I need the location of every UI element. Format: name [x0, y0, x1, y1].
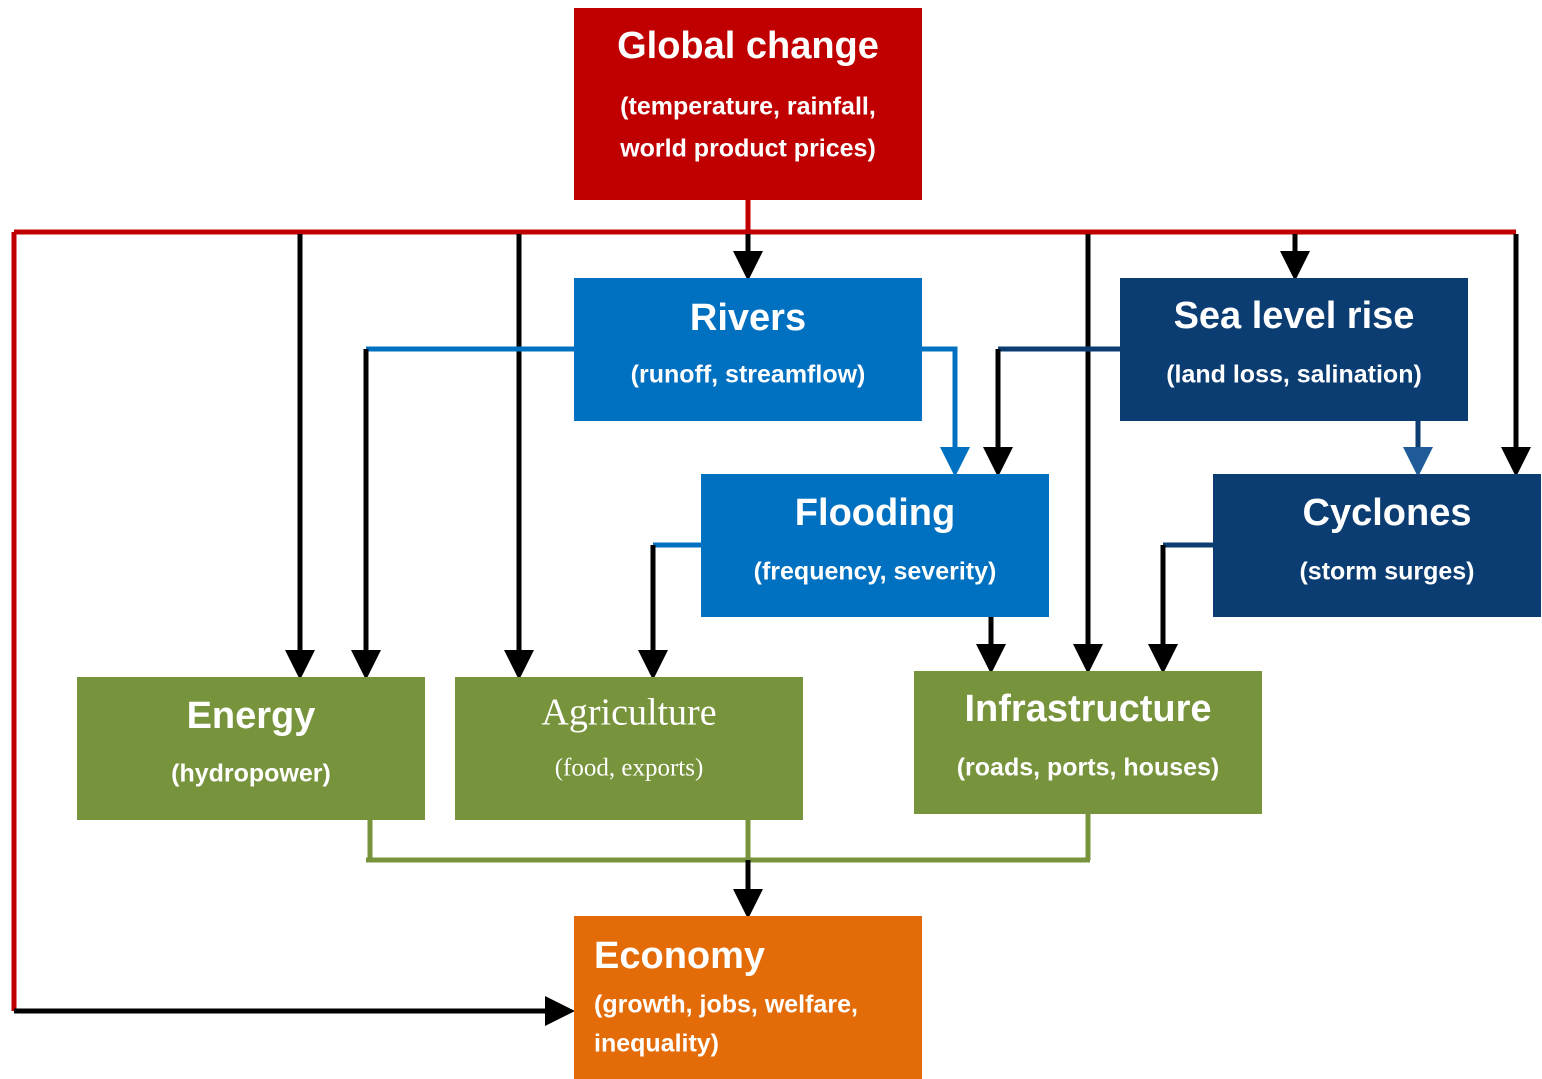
- node-title: Agriculture: [541, 692, 716, 734]
- connectors: [11, 200, 1531, 1026]
- node-title: Flooding: [795, 492, 955, 534]
- node-box: [574, 8, 922, 200]
- node-box: [701, 474, 1049, 617]
- node-title: Global change: [617, 25, 879, 67]
- node-subtitle: (food, exports): [555, 755, 704, 782]
- node-subtitle: (runoff, streamflow): [631, 361, 866, 389]
- node-box: [574, 916, 922, 1079]
- node-title: Energy: [187, 695, 316, 737]
- node-subtitle: (storm surges): [1299, 558, 1474, 586]
- node-subtitle: (roads, ports, houses): [957, 754, 1220, 782]
- node-subtitle: inequality): [594, 1030, 719, 1058]
- connector: [366, 814, 1091, 863]
- node-subtitle: (growth, jobs, welfare,: [594, 991, 858, 1019]
- node-box: [914, 671, 1262, 814]
- node-title: Infrastructure: [964, 688, 1211, 730]
- node-title: Cyclones: [1303, 492, 1472, 534]
- connector: [11, 200, 1516, 1011]
- node-box: [574, 278, 922, 421]
- node-title: Economy: [594, 935, 765, 977]
- node-box: [77, 677, 425, 820]
- node-box: [1213, 474, 1541, 617]
- node-subtitle: world product prices): [619, 135, 876, 163]
- arrow: [922, 346, 970, 477]
- node-title: Rivers: [690, 297, 806, 339]
- node-box: [1120, 278, 1468, 421]
- node-subtitle: (frequency, severity): [754, 558, 997, 586]
- node-subtitle: (hydropower): [171, 760, 331, 788]
- node-title: Sea level rise: [1174, 295, 1415, 337]
- node-box: [455, 677, 803, 820]
- node-subtitle: (land loss, salination): [1166, 361, 1422, 389]
- node-subtitle: (temperature, rainfall,: [620, 93, 876, 121]
